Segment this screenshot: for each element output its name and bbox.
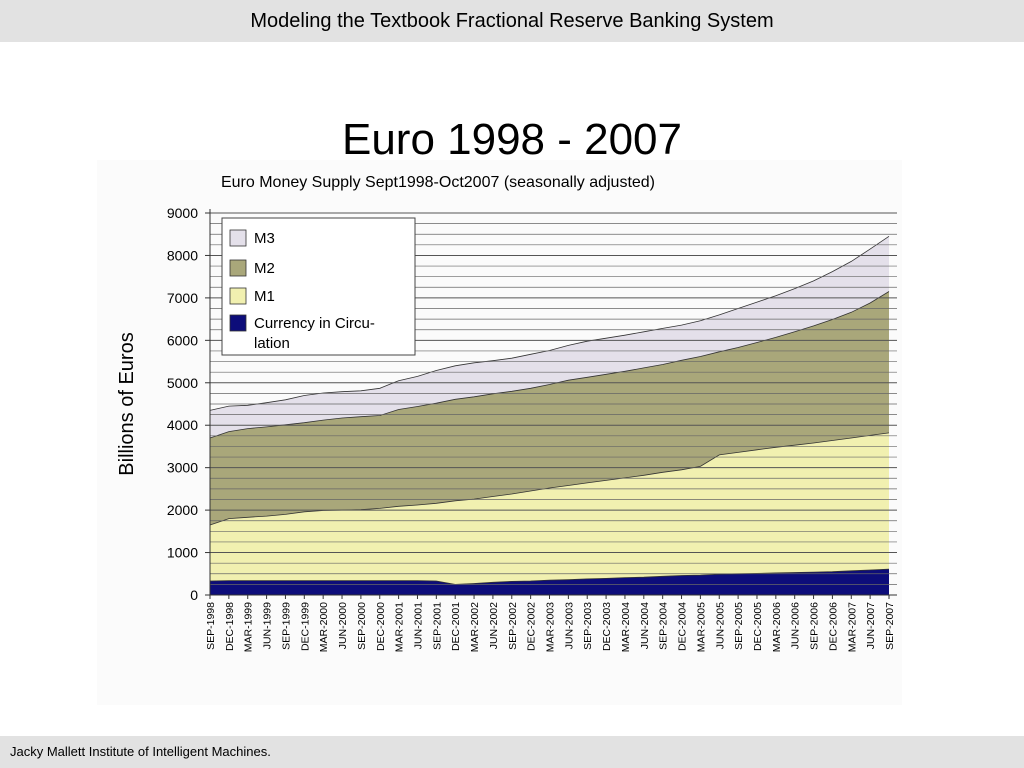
x-tick-label: DEC-2003 <box>601 602 613 651</box>
x-tick-label: MAR-2006 <box>771 602 783 652</box>
y-tick-label: 5000 <box>167 375 198 391</box>
x-tick-label: JUN-2006 <box>790 602 802 649</box>
y-tick-label: 8000 <box>167 247 198 263</box>
grid-lines <box>209 209 897 596</box>
y-tick-label: 0 <box>190 587 198 603</box>
chart-container: Euro Money Supply Sept1998-Oct2007 (seas… <box>97 160 902 705</box>
x-tick-label: MAR-1999 <box>243 602 255 652</box>
series-line-currency-in-circulation <box>209 568 890 585</box>
x-tick-label: SEP-2007 <box>884 602 896 650</box>
legend-label-m2: M2 <box>254 260 275 277</box>
series-line-m2 <box>209 291 890 439</box>
x-tick-label: DEC-2000 <box>375 602 387 651</box>
x-tick-label: JUN-1999 <box>262 602 274 649</box>
legend-label-m1: M1 <box>254 288 275 305</box>
x-tick-label: JUN-2003 <box>563 602 575 649</box>
y-tick-label: 2000 <box>167 502 198 518</box>
x-tick-label: SEP-2006 <box>809 602 821 650</box>
x-tick-label: MAR-2005 <box>695 602 707 652</box>
x-tick-label: DEC-1999 <box>299 602 311 651</box>
area-m1 <box>210 432 889 595</box>
y-tick-label: 7000 <box>167 290 198 306</box>
slide-title: Euro 1998 - 2007 <box>341 115 683 164</box>
x-tick-label: DEC-2005 <box>752 602 764 651</box>
footer-text: Jacky Mallett Institute of Intelligent M… <box>10 744 271 759</box>
y-tick-label: 4000 <box>167 417 198 433</box>
y-axis-label: Billions of Euros <box>116 332 138 475</box>
x-tick-label: JUN-2005 <box>714 602 726 649</box>
x-tick-label: SEP-2000 <box>356 602 368 650</box>
legend-box <box>221 217 416 356</box>
x-tick-label: SEP-1998 <box>205 602 217 650</box>
y-tick-label: 1000 <box>167 545 198 561</box>
x-tick-label: JUN-2001 <box>412 602 424 649</box>
x-tick-label: SEP-2001 <box>431 602 443 650</box>
header-title: Modeling the Textbook Fractional Reserve… <box>250 10 774 32</box>
legend-label-m3: M3 <box>254 230 275 247</box>
area-currency-in-circulation <box>210 569 889 595</box>
money-supply-chart: Euro Money Supply Sept1998-Oct2007 (seas… <box>97 160 902 705</box>
x-tick-label: MAR-2000 <box>318 602 330 652</box>
legend: M3 M2 M1 Currency in Circu-lation <box>221 217 416 356</box>
x-tick-label: SEP-2005 <box>733 602 745 650</box>
y-axis-ticks: 0 1000 2000 3000 4000 5000 6000 7000 8000 9000 <box>167 205 210 603</box>
x-tick-label: DEC-2002 <box>526 602 538 651</box>
legend-swatch-currency-in-circulation <box>229 314 247 332</box>
x-tick-label: MAR-2007 <box>846 602 858 652</box>
x-tick-label: DEC-1998 <box>224 602 236 651</box>
y-tick-label: 3000 <box>167 460 198 476</box>
footer-bar: Jacky Mallett Institute of Intelligent M… <box>0 736 1024 768</box>
x-tick-label: DEC-2001 <box>450 602 462 651</box>
x-tick-label: DEC-2006 <box>827 602 839 651</box>
legend-label-currency-in-circulation: lation <box>254 335 290 352</box>
legend-swatch-m3 <box>229 229 247 247</box>
y-tick-label: 9000 <box>167 205 198 221</box>
x-tick-label: MAR-2002 <box>469 602 481 652</box>
legend-swatch-m1 <box>229 287 247 305</box>
x-tick-label: SEP-2002 <box>507 602 519 650</box>
header-bar: Modeling the Textbook Fractional Reserve… <box>0 0 1024 42</box>
series-line-m3 <box>209 235 890 411</box>
x-tick-label: MAR-2004 <box>620 602 632 652</box>
x-tick-label: MAR-2001 <box>394 602 406 652</box>
x-tick-label: MAR-2003 <box>545 602 557 652</box>
x-tick-label: SEP-2003 <box>582 602 594 650</box>
x-tick-label: DEC-2004 <box>677 602 689 651</box>
legend-swatch-m2 <box>229 259 247 277</box>
x-tick-label: JUN-2000 <box>337 602 349 649</box>
x-tick-label: JUN-2002 <box>488 602 500 649</box>
x-tick-label: SEP-2004 <box>658 602 670 650</box>
x-tick-label: JUN-2007 <box>865 602 877 649</box>
legend-label-currency-in-circulation: Currency in Circu- <box>254 315 375 332</box>
y-tick-label: 6000 <box>167 332 198 348</box>
x-tick-label: SEP-1999 <box>280 602 292 650</box>
x-axis-ticks: SEP-1998 DEC-1998 MAR-1999 JUN-1999 SEP-1999… <box>205 595 896 652</box>
x-tick-label: JUN-2004 <box>639 602 651 649</box>
chart-title: Euro Money Supply Sept1998-Oct2007 (seas… <box>221 174 655 191</box>
area-series-group <box>209 235 890 596</box>
